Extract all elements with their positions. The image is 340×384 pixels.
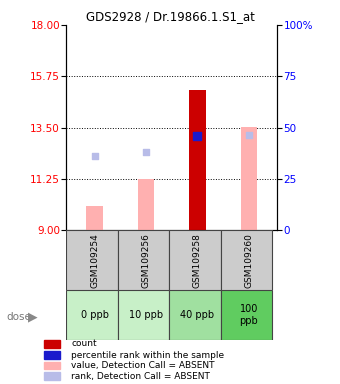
Bar: [221, 230, 272, 290]
Bar: [189, 90, 206, 230]
Text: dose: dose: [6, 312, 31, 322]
Text: 40 ppb: 40 ppb: [180, 310, 215, 320]
Point: [246, 132, 252, 138]
Point: [92, 152, 97, 159]
Text: GSM109260: GSM109260: [244, 233, 253, 288]
Bar: [169, 230, 221, 290]
Bar: [138, 179, 154, 230]
Text: GDS2928 / Dr.19866.1.S1_at: GDS2928 / Dr.19866.1.S1_at: [86, 10, 254, 23]
Bar: [86, 207, 103, 230]
Text: 10 ppb: 10 ppb: [129, 310, 163, 320]
Bar: [118, 230, 169, 290]
Text: percentile rank within the sample: percentile rank within the sample: [71, 351, 224, 360]
Text: count: count: [71, 339, 97, 348]
Text: GSM109258: GSM109258: [193, 233, 202, 288]
Text: rank, Detection Call = ABSENT: rank, Detection Call = ABSENT: [71, 372, 210, 381]
Text: value, Detection Call = ABSENT: value, Detection Call = ABSENT: [71, 361, 215, 370]
Bar: [241, 127, 257, 230]
Bar: [118, 290, 169, 340]
Bar: [169, 290, 221, 340]
Point: [143, 149, 149, 156]
Point: [195, 133, 200, 139]
Text: ▶: ▶: [28, 310, 38, 323]
Text: 100
ppb: 100 ppb: [239, 304, 258, 326]
Bar: [66, 230, 118, 290]
Bar: [66, 290, 118, 340]
Text: GSM109256: GSM109256: [141, 233, 151, 288]
Bar: [221, 290, 272, 340]
Text: GSM109254: GSM109254: [90, 233, 99, 288]
Text: 0 ppb: 0 ppb: [81, 310, 108, 320]
